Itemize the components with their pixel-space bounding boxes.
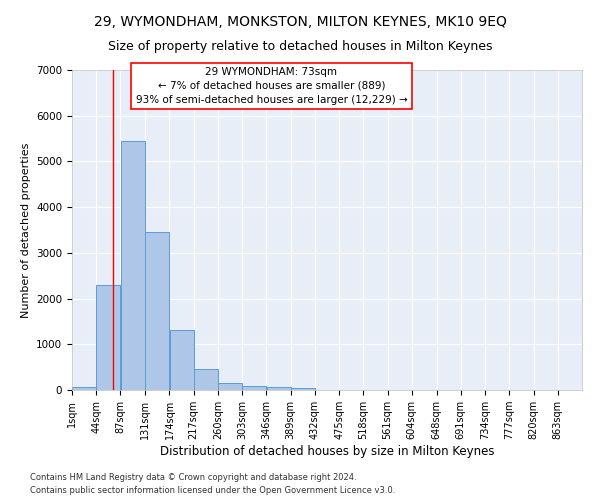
X-axis label: Distribution of detached houses by size in Milton Keynes: Distribution of detached houses by size … <box>160 445 494 458</box>
Bar <box>291 388 315 390</box>
Text: Contains HM Land Registry data © Crown copyright and database right 2024.: Contains HM Land Registry data © Crown c… <box>30 474 356 482</box>
Y-axis label: Number of detached properties: Number of detached properties <box>20 142 31 318</box>
Text: Contains public sector information licensed under the Open Government Licence v3: Contains public sector information licen… <box>30 486 395 495</box>
Bar <box>97 285 121 390</box>
Bar <box>72 386 96 390</box>
Bar <box>170 330 194 390</box>
Text: 29, WYMONDHAM, MONKSTON, MILTON KEYNES, MK10 9EQ: 29, WYMONDHAM, MONKSTON, MILTON KEYNES, … <box>94 15 506 29</box>
Bar <box>121 141 145 390</box>
Bar <box>242 386 266 390</box>
Bar <box>145 232 169 390</box>
Text: 29 WYMONDHAM: 73sqm
← 7% of detached houses are smaller (889)
93% of semi-detach: 29 WYMONDHAM: 73sqm ← 7% of detached hou… <box>136 67 407 105</box>
Bar <box>218 382 242 390</box>
Bar <box>194 368 218 390</box>
Text: Size of property relative to detached houses in Milton Keynes: Size of property relative to detached ho… <box>108 40 492 53</box>
Bar <box>266 388 290 390</box>
